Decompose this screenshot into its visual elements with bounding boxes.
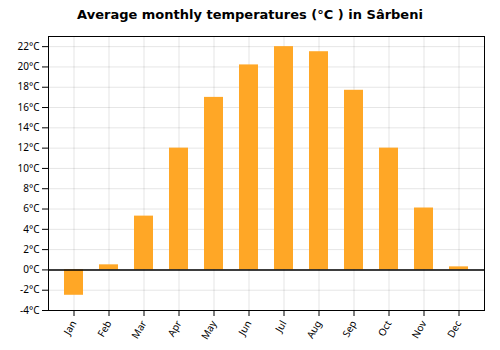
svg-text:12°C: 12°C	[17, 140, 40, 154]
svg-text:18°C: 18°C	[17, 79, 40, 93]
svg-text:Jan: Jan	[59, 318, 79, 338]
svg-text:Mar: Mar	[128, 318, 150, 341]
svg-text:Oct: Oct	[374, 317, 394, 338]
svg-text:Apr: Apr	[164, 318, 184, 339]
svg-text:22°C: 22°C	[17, 39, 40, 53]
svg-text:Dec: Dec	[443, 317, 464, 340]
svg-text:16°C: 16°C	[17, 100, 40, 114]
svg-text:Aug: Aug	[303, 318, 324, 341]
svg-text:May: May	[197, 317, 219, 342]
svg-text:0°C: 0°C	[23, 262, 40, 276]
svg-text:14°C: 14°C	[17, 120, 40, 134]
svg-text:Sep: Sep	[339, 318, 360, 340]
svg-text:6°C: 6°C	[23, 201, 40, 215]
svg-text:4°C: 4°C	[23, 222, 40, 236]
html-text:Average monthly temperatures (: Average monthly temperatures (°C ) in Sâ…	[77, 7, 423, 22]
svg-text:20°C: 20°C	[17, 59, 40, 73]
svg-text:-2°C: -2°C	[20, 282, 40, 296]
svg-text:2°C: 2°C	[23, 242, 40, 256]
svg-text:Nov: Nov	[408, 317, 430, 341]
svg-text:8°C: 8°C	[23, 181, 40, 195]
svg-text:10°C: 10°C	[17, 161, 40, 175]
svg-text:Feb: Feb	[94, 318, 115, 340]
svg-text:Jul: Jul	[271, 318, 289, 336]
svg-text:Jun: Jun	[234, 318, 254, 339]
svg-text:-4°C: -4°C	[20, 303, 40, 317]
